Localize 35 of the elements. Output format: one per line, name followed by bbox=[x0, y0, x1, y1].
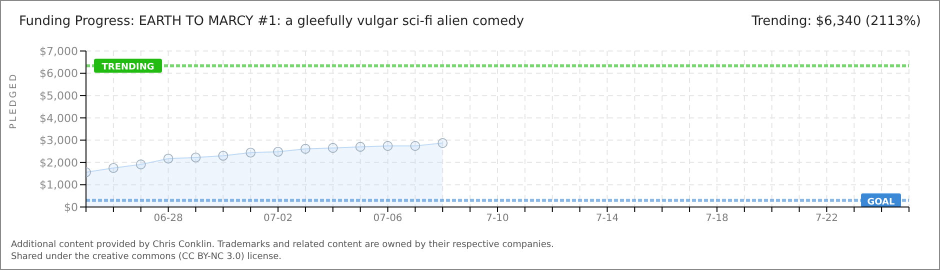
point bbox=[300, 144, 310, 154]
text: Shared under the creative commons (CC BY-NC 3.0) license. bbox=[11, 251, 283, 263]
point bbox=[108, 163, 118, 173]
chart-subtitle: Trending: $6,340 (2113%) bbox=[752, 14, 921, 29]
x-tick-label: 7-14 bbox=[596, 213, 619, 224]
point bbox=[382, 141, 393, 151]
x-tick-label: 7-18 bbox=[706, 213, 728, 224]
y-tick-label: $2,000 bbox=[40, 156, 78, 170]
y-tick-label: $4,000 bbox=[40, 112, 78, 125]
x-tick-label: 7-22 bbox=[815, 213, 838, 224]
y-tick-label: $1,000 bbox=[40, 178, 78, 192]
point bbox=[163, 154, 174, 164]
y-tick-label: $0 bbox=[64, 200, 78, 214]
x-tick-label: 07-02 bbox=[264, 213, 293, 224]
y-tick-label: $6,000 bbox=[40, 67, 78, 80]
y-tick-label: $7,000 bbox=[40, 44, 78, 58]
ref-line-label: GOAL bbox=[867, 197, 896, 208]
point bbox=[218, 150, 228, 161]
point bbox=[246, 148, 256, 158]
x-tick-label: 07-06 bbox=[373, 213, 402, 224]
point bbox=[438, 138, 448, 148]
y-tick-label: $3,000 bbox=[40, 134, 78, 148]
ref-line-label: TRENDING bbox=[102, 62, 154, 73]
point bbox=[136, 160, 146, 170]
point bbox=[328, 143, 338, 153]
point bbox=[190, 152, 201, 162]
point bbox=[355, 142, 366, 152]
y-tick-label: $5,000 bbox=[40, 89, 78, 102]
x-tick-label: 06-28 bbox=[154, 213, 183, 224]
text: Additional content provided by Chris Conklin. Trademarks and related content are owned by their respective companies. bbox=[11, 239, 554, 251]
x-tick-label: 7-10 bbox=[486, 213, 509, 224]
chart-title: Funding Progress: EARTH TO MARCY #1: a gleefully vulgar sci-fi alien comedy bbox=[19, 14, 524, 29]
y-axis-title: PLEDGED bbox=[9, 72, 20, 129]
point bbox=[410, 141, 420, 151]
point bbox=[273, 146, 283, 157]
